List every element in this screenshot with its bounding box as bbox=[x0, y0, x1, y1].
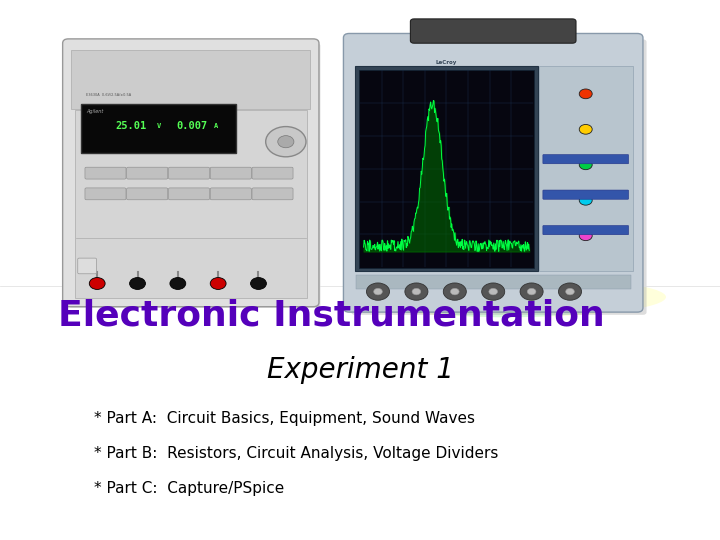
Circle shape bbox=[266, 126, 306, 157]
Text: Experiment 1: Experiment 1 bbox=[266, 356, 454, 384]
Circle shape bbox=[444, 283, 467, 300]
FancyBboxPatch shape bbox=[85, 167, 126, 179]
Ellipse shape bbox=[378, 276, 637, 317]
Text: 0.007: 0.007 bbox=[176, 122, 207, 131]
FancyBboxPatch shape bbox=[543, 190, 629, 199]
FancyBboxPatch shape bbox=[539, 66, 633, 271]
Circle shape bbox=[579, 124, 593, 134]
Text: * Part B:  Resistors, Circuit Analysis, Voltage Dividers: * Part B: Resistors, Circuit Analysis, V… bbox=[94, 446, 498, 461]
Circle shape bbox=[579, 160, 593, 170]
FancyBboxPatch shape bbox=[355, 66, 538, 271]
FancyBboxPatch shape bbox=[252, 188, 293, 200]
FancyBboxPatch shape bbox=[168, 188, 210, 200]
Text: A: A bbox=[215, 124, 218, 130]
FancyBboxPatch shape bbox=[351, 39, 647, 315]
Circle shape bbox=[366, 283, 390, 300]
Circle shape bbox=[527, 288, 536, 295]
Text: V: V bbox=[156, 124, 161, 130]
Circle shape bbox=[278, 136, 294, 148]
Circle shape bbox=[451, 288, 459, 295]
FancyBboxPatch shape bbox=[343, 33, 643, 312]
Text: Electronic Instrumentation: Electronic Instrumentation bbox=[58, 299, 604, 333]
Circle shape bbox=[412, 288, 420, 295]
Text: * Part C:  Capture/PSpice: * Part C: Capture/PSpice bbox=[94, 481, 284, 496]
FancyBboxPatch shape bbox=[68, 43, 320, 308]
Circle shape bbox=[251, 278, 266, 289]
FancyBboxPatch shape bbox=[71, 50, 310, 109]
FancyBboxPatch shape bbox=[543, 154, 629, 164]
Circle shape bbox=[489, 288, 498, 295]
Text: * Part A:  Circuit Basics, Equipment, Sound Waves: * Part A: Circuit Basics, Equipment, Sou… bbox=[94, 411, 474, 426]
Circle shape bbox=[405, 283, 428, 300]
Circle shape bbox=[559, 283, 582, 300]
Circle shape bbox=[374, 288, 382, 295]
FancyBboxPatch shape bbox=[356, 275, 631, 289]
FancyBboxPatch shape bbox=[410, 19, 576, 43]
Circle shape bbox=[579, 231, 593, 241]
Circle shape bbox=[579, 89, 593, 99]
FancyBboxPatch shape bbox=[543, 226, 629, 235]
Text: 25.01: 25.01 bbox=[116, 122, 147, 131]
Circle shape bbox=[520, 283, 543, 300]
FancyBboxPatch shape bbox=[63, 39, 319, 307]
FancyBboxPatch shape bbox=[81, 104, 236, 153]
Circle shape bbox=[482, 283, 505, 300]
Circle shape bbox=[579, 195, 593, 205]
FancyBboxPatch shape bbox=[127, 188, 168, 200]
Text: LeCroy: LeCroy bbox=[436, 60, 457, 65]
FancyBboxPatch shape bbox=[168, 167, 210, 179]
FancyBboxPatch shape bbox=[359, 70, 534, 268]
FancyBboxPatch shape bbox=[252, 167, 293, 179]
FancyBboxPatch shape bbox=[210, 167, 251, 179]
Ellipse shape bbox=[349, 276, 666, 317]
Ellipse shape bbox=[392, 276, 623, 317]
Circle shape bbox=[566, 288, 575, 295]
FancyBboxPatch shape bbox=[85, 188, 126, 200]
Circle shape bbox=[89, 278, 105, 289]
FancyBboxPatch shape bbox=[75, 110, 307, 298]
FancyBboxPatch shape bbox=[210, 188, 251, 200]
Circle shape bbox=[130, 278, 145, 289]
FancyBboxPatch shape bbox=[78, 258, 96, 274]
Text: Agilent: Agilent bbox=[86, 109, 104, 113]
Text: E3630A  0-6V/2.5A/±0.5A: E3630A 0-6V/2.5A/±0.5A bbox=[86, 93, 132, 97]
Circle shape bbox=[210, 278, 226, 289]
Circle shape bbox=[170, 278, 186, 289]
FancyBboxPatch shape bbox=[127, 167, 168, 179]
